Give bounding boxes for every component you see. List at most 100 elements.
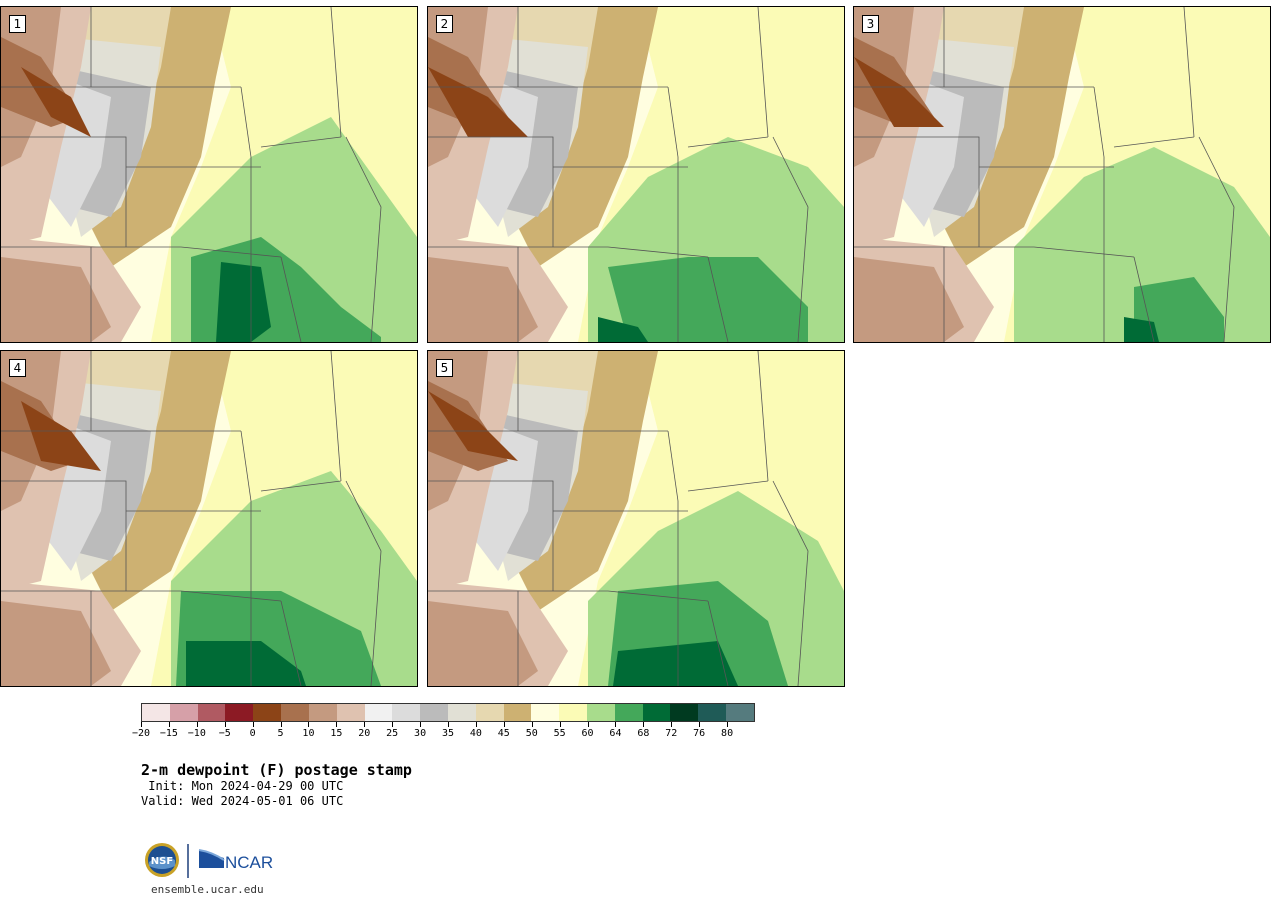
colorbar-swatch [698, 704, 727, 721]
colorbar-tick [168, 722, 170, 727]
colorbar-tick-label: 35 [441, 728, 455, 739]
map-field [1, 7, 417, 342]
field-region [21, 67, 91, 137]
field-region [613, 641, 738, 686]
valid-time: Valid: Wed 2024-05-01 06 UTC [141, 794, 344, 808]
colorbar-tick-label: −5 [218, 728, 231, 739]
colorbar-tick [196, 722, 198, 727]
colorbar-tick [503, 722, 505, 727]
field-region [1134, 277, 1224, 342]
colorbar-ticks: −20 −15 −10 −5 0 5 10 15 20 25 30 35 40 45 50 55 60 64 68 7… [132, 722, 755, 742]
panel-label: 2 [436, 15, 453, 33]
colorbar-tick-label: 10 [302, 728, 315, 739]
colorbar-tick [671, 722, 673, 727]
ncar-logo-text: NCAR [225, 853, 273, 872]
map-panel-3: 3 [853, 6, 1271, 343]
map-panel-1: 1 [0, 6, 418, 343]
colorbar-tick [224, 722, 226, 727]
colorbar-tick [392, 722, 394, 727]
colorbar-tick-label: 72 [665, 728, 678, 739]
colorbar-tick [559, 722, 561, 727]
colorbar-tick [336, 722, 338, 727]
map-field [428, 7, 844, 342]
field-region [854, 57, 944, 127]
colorbar-tick-label: 40 [469, 728, 482, 739]
map-panel-5: 5 [427, 350, 845, 687]
colorbar-swatch [420, 704, 448, 721]
field-region [428, 601, 538, 686]
colorbar-swatch [503, 704, 532, 721]
field-region [216, 262, 271, 342]
colorbar-tick [615, 722, 617, 727]
colorbar-tick-label: −10 [187, 728, 206, 739]
nsf-logo-text: NSF [151, 856, 173, 867]
colorbar-tick [280, 722, 282, 727]
map-field [854, 7, 1270, 342]
colorbar-swatch [475, 704, 504, 721]
chart-title: 2-m dewpoint (F) postage stamp [141, 761, 412, 779]
colorbar-tick-label: 45 [497, 728, 510, 739]
colorbar-swatch [364, 704, 393, 721]
colorbar-tick-label: 0 [249, 728, 256, 739]
field-region [1124, 317, 1159, 342]
colorbar-swatch [531, 704, 560, 721]
colorbar-tick-label: 20 [358, 728, 371, 739]
colorbar-tick-label: 15 [330, 728, 343, 739]
map-panel-2: 2 [427, 6, 845, 343]
colorbar-tick-label: 30 [414, 728, 427, 739]
colorbar-tick-label: 60 [581, 728, 594, 739]
dewpoint-colorbar [141, 703, 755, 722]
state-borders [428, 351, 809, 686]
field-region [428, 67, 528, 137]
site-url: ensemble.ucar.edu [151, 883, 264, 896]
colorbar-tick [252, 722, 254, 727]
colorbar-swatch [587, 704, 615, 721]
colorbar-tick [420, 722, 422, 727]
colorbar-swatch [225, 704, 254, 721]
colorbar-tick-label: 80 [721, 728, 734, 739]
colorbar-swatch [253, 704, 282, 721]
colorbar-swatch [642, 704, 671, 721]
colorbar-tick [531, 722, 533, 727]
field-region [428, 391, 518, 461]
nsf-logo: NSF [145, 843, 179, 877]
colorbar-tick-label: 68 [637, 728, 650, 739]
colorbar-tick-label: 76 [693, 728, 706, 739]
colorbar-swatch [308, 704, 337, 721]
field-region [1, 601, 111, 686]
field-region [186, 641, 306, 686]
colorbar-tick-label: 50 [525, 728, 538, 739]
colorbar-tick [141, 722, 142, 727]
colorbar-tick [448, 722, 449, 727]
field-region [598, 317, 648, 342]
colorbar-swatch [336, 704, 365, 721]
state-borders [1, 351, 382, 686]
field-region [1, 257, 111, 342]
colorbar-tick [643, 722, 645, 727]
colorbar-swatch [670, 704, 699, 721]
state-borders [1, 7, 382, 342]
colorbar-swatch [559, 704, 587, 721]
field-region [21, 401, 101, 471]
colorbar-tick-label: −20 [131, 728, 151, 739]
state-borders [854, 7, 1235, 342]
ncar-logo: NCAR [198, 849, 273, 872]
colorbar-swatch [726, 704, 754, 721]
init-time: Init: Mon 2024-04-29 00 UTC [141, 779, 344, 793]
logos: NSF NCAR [145, 843, 273, 878]
colorbar-tick-label: −15 [159, 728, 178, 739]
colorbar-tick [699, 722, 701, 727]
colorbar-tick [587, 722, 589, 727]
state-borders [428, 7, 809, 342]
field-region [608, 257, 808, 342]
panel-label: 4 [9, 359, 26, 377]
colorbar-swatch [614, 704, 643, 721]
colorbar-swatch [447, 704, 476, 721]
colorbar-tick-label: 64 [609, 728, 622, 739]
panel-label: 1 [9, 15, 26, 33]
colorbar-swatch [169, 704, 198, 721]
colorbar-tick [308, 722, 310, 727]
colorbar-swatch [142, 704, 170, 721]
colorbar-tick-label: 5 [277, 728, 284, 739]
colorbar-tick [364, 722, 366, 727]
